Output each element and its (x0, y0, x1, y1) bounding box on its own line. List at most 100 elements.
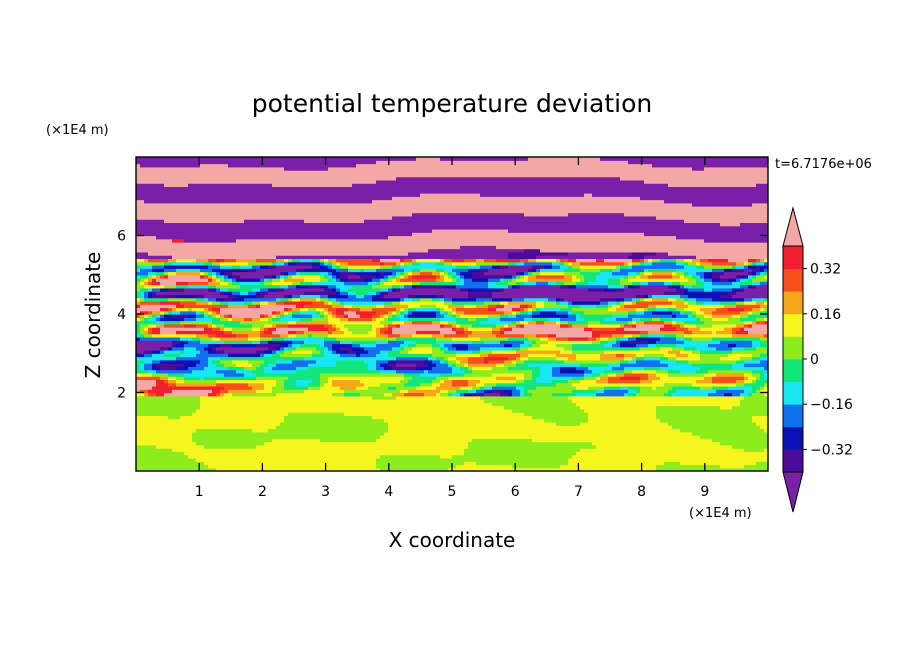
contour-cell (736, 428, 741, 433)
contour-cell (588, 431, 593, 436)
contour-cell (736, 412, 741, 416)
contour-cell (192, 451, 197, 456)
contour-cell (684, 431, 689, 436)
contour-cell (532, 415, 537, 420)
contour-cell (184, 425, 189, 430)
contour-cell (748, 415, 753, 420)
contour-cell (764, 461, 768, 466)
contour-cell (532, 428, 537, 433)
contour-cell (136, 451, 141, 456)
contour-cell (336, 415, 341, 420)
contour-cell (700, 461, 705, 466)
contour-cell (636, 441, 641, 446)
contour-cell (644, 412, 649, 416)
contour-cell (444, 425, 449, 430)
contour-cell (496, 461, 501, 466)
contour-cell (244, 457, 249, 462)
contour-cell (628, 428, 633, 433)
contour-cell (232, 451, 237, 456)
contour-cell (716, 457, 721, 462)
contour-cell (640, 464, 645, 469)
contour-cell (516, 441, 521, 446)
contour-cell (672, 415, 677, 420)
contour-cell (564, 441, 569, 446)
contour-cell (140, 421, 145, 426)
contour-cell (256, 425, 261, 430)
contour-cell (228, 415, 233, 420)
contour-cell (256, 441, 261, 446)
contour-cell (764, 454, 768, 459)
contour-cell (576, 457, 581, 462)
contour-cell (736, 444, 741, 449)
contour-cell (196, 454, 201, 459)
contour-cell (760, 441, 765, 446)
contour-cell (500, 412, 505, 416)
contour-cell (316, 451, 321, 456)
contour-cell (700, 438, 705, 443)
contour-cell (228, 425, 233, 430)
contour-cell (312, 412, 317, 416)
contour-cell (444, 431, 449, 436)
contour-cell (240, 438, 245, 443)
contour-cell (332, 438, 337, 443)
contour-cell (176, 444, 181, 449)
contour-cell (388, 431, 393, 436)
contour-cell (432, 421, 437, 426)
contour-cell (340, 454, 345, 459)
contour-cell (760, 461, 765, 466)
contour-cell (572, 415, 577, 420)
contour-cell (240, 415, 245, 420)
contour-cell (332, 425, 337, 430)
contour-cell (260, 448, 265, 452)
contour-cell (652, 451, 657, 456)
contour-cell (356, 438, 361, 443)
contour-cell (728, 448, 733, 452)
contour-cell (276, 451, 281, 456)
contour-cell (336, 461, 341, 466)
contour-cell (304, 444, 309, 449)
contour-cell (244, 415, 249, 420)
contour-cell (340, 412, 345, 416)
contour-cell (544, 448, 549, 452)
contour-cell (692, 448, 697, 452)
contour-cell (716, 438, 721, 443)
x-unit-label: (×1E4 m) (689, 506, 752, 521)
contour-cell (384, 438, 389, 443)
contour-cell (736, 457, 741, 462)
contour-cell (256, 412, 261, 416)
contour-cell (636, 415, 641, 420)
contour-cell (456, 425, 461, 430)
time-label: t=6.7176e+06 (775, 157, 872, 172)
contour-cell (348, 435, 353, 439)
y-unit-label: (×1E4 m) (46, 123, 109, 138)
contour-cell (544, 461, 549, 466)
contour-cell (556, 425, 561, 430)
contour-cell (380, 438, 385, 443)
contour-cell (304, 454, 309, 459)
contour-cell (476, 457, 481, 462)
contour-cell (280, 457, 285, 462)
contour-cell (524, 425, 529, 430)
contour-cell (228, 454, 233, 459)
contour-cell (420, 418, 425, 423)
contour-cell (704, 464, 709, 469)
contour-cell (552, 448, 557, 452)
contour-cell (148, 428, 153, 433)
contour-cell (236, 451, 241, 456)
contour-cell (492, 464, 497, 469)
contour-cell (388, 418, 393, 423)
contour-cell (272, 441, 277, 446)
contour-cell (760, 467, 765, 471)
contour-cell (452, 438, 457, 443)
contour-cell (384, 448, 389, 452)
contour-cell (412, 454, 417, 459)
contour-cell (516, 431, 521, 436)
contour-cell (224, 451, 229, 456)
contour-cell (500, 461, 505, 466)
contour-cell (504, 467, 509, 471)
contour-cell (352, 425, 357, 430)
contour-cell (216, 451, 221, 456)
contour-cell (252, 448, 257, 452)
contour-cell (496, 457, 501, 462)
contour-cell (348, 444, 353, 449)
